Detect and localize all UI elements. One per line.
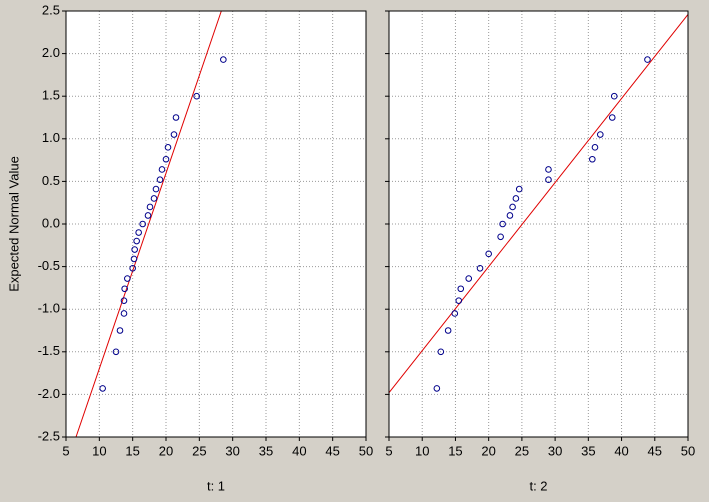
- x-tick-label: 5: [385, 443, 392, 458]
- point: [144, 212, 152, 219]
- y-tick-label: 2.5: [42, 2, 60, 17]
- point: [499, 220, 506, 228]
- x-tick-label: 10: [415, 443, 429, 458]
- point: [476, 265, 484, 272]
- plot-border: [65, 10, 367, 438]
- point: [124, 275, 131, 282]
- point: [220, 56, 227, 63]
- x-tick-label: 15: [125, 443, 139, 458]
- point: [591, 144, 599, 151]
- point: [112, 348, 120, 356]
- y-tick-label: -2.0: [38, 386, 60, 401]
- point: [589, 155, 596, 163]
- x-tick-label: 45: [325, 443, 339, 458]
- x-tick-label: 35: [259, 443, 273, 458]
- x-tick-label: 30: [225, 443, 239, 458]
- point: [116, 327, 124, 334]
- plot-border: [388, 10, 689, 438]
- y-tick-label: 1.5: [42, 88, 60, 103]
- point: [457, 285, 465, 293]
- point: [99, 385, 106, 392]
- point: [120, 310, 128, 317]
- point: [158, 166, 166, 173]
- y-axis-label: Expected Normal Value: [6, 156, 21, 292]
- point: [150, 195, 158, 202]
- point: [506, 212, 514, 219]
- plot-area: [389, 11, 688, 437]
- point: [455, 297, 463, 304]
- x-tick-label: 40: [292, 443, 306, 458]
- fit-line: [389, 14, 688, 394]
- point: [545, 176, 552, 183]
- fit-line: [75, 11, 222, 437]
- point: [131, 246, 138, 253]
- point: [596, 131, 604, 138]
- point: [133, 237, 140, 245]
- x-tick-label: 10: [92, 443, 106, 458]
- point: [170, 131, 178, 138]
- point: [451, 310, 459, 317]
- x-tick-label: 45: [648, 443, 662, 458]
- point: [164, 144, 172, 151]
- point: [152, 185, 160, 193]
- point: [610, 92, 618, 100]
- y-tick-label: 2.0: [42, 45, 60, 60]
- point: [444, 327, 452, 334]
- x-tick-label: 30: [548, 443, 562, 458]
- point: [545, 166, 552, 173]
- point: [121, 285, 128, 293]
- point: [129, 265, 136, 272]
- point: [162, 155, 170, 163]
- point: [146, 203, 154, 211]
- y-tick-label: 1.0: [42, 130, 60, 145]
- point: [644, 56, 651, 63]
- point: [120, 297, 128, 304]
- point: [485, 250, 492, 258]
- x-tick-label: 20: [159, 443, 173, 458]
- point: [512, 195, 520, 202]
- point: [172, 114, 180, 121]
- point: [433, 385, 441, 392]
- y-tick-label: -1.5: [38, 343, 60, 358]
- y-tick-label: -1.0: [38, 301, 60, 316]
- y-tick-label: 0.0: [42, 215, 60, 230]
- point: [135, 229, 142, 236]
- point: [509, 203, 516, 211]
- point: [437, 348, 445, 356]
- y-tick-label: -0.5: [38, 258, 60, 273]
- x-axis-label: t: 2: [529, 478, 547, 493]
- point: [497, 233, 504, 241]
- point: [465, 275, 473, 282]
- y-tick-label: 0.5: [42, 173, 60, 188]
- point: [156, 176, 164, 183]
- point: [130, 255, 138, 263]
- x-tick-label: 15: [448, 443, 462, 458]
- x-tick-label: 20: [481, 443, 495, 458]
- point: [515, 185, 523, 193]
- x-tick-label: 25: [515, 443, 529, 458]
- x-axis-label: t: 1: [207, 478, 225, 493]
- x-tick-label: 5: [62, 443, 69, 458]
- point: [139, 220, 146, 228]
- x-tick-label: 40: [614, 443, 628, 458]
- y-tick-label: -2.5: [38, 428, 60, 443]
- point: [193, 92, 200, 100]
- x-tick-label: 50: [681, 443, 695, 458]
- x-tick-label: 35: [581, 443, 595, 458]
- point: [608, 114, 616, 121]
- x-tick-label: 25: [192, 443, 206, 458]
- x-tick-label: 50: [359, 443, 373, 458]
